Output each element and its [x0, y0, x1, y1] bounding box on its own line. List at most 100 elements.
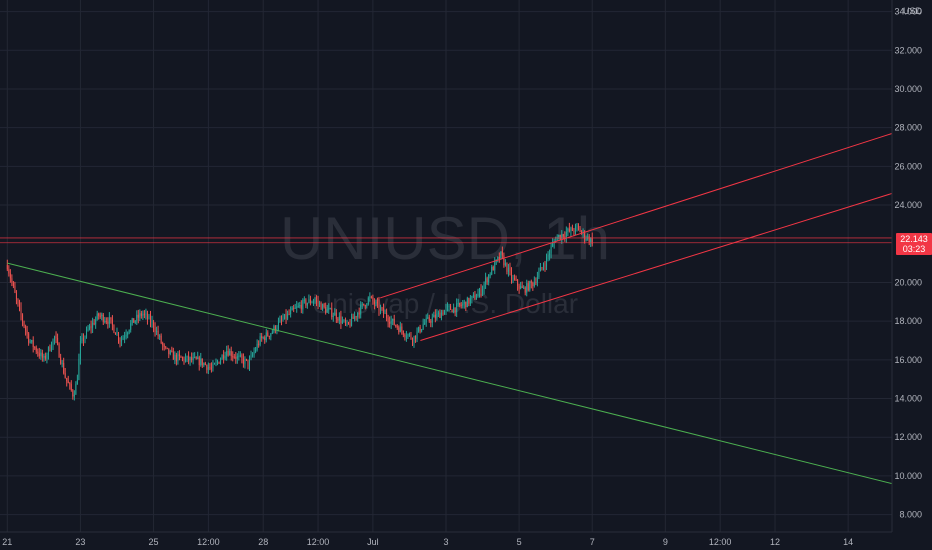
price-axis[interactable]: USD 34.000 32.000 30.000 28.000 26.000 24.000…: [891, 0, 932, 550]
candle-body: [280, 319, 282, 321]
candle-body: [582, 231, 584, 233]
candle-body: [517, 279, 519, 286]
candle-body: [483, 283, 485, 290]
channel-lower-line[interactable]: [420, 192, 893, 341]
y-tick-label: 26.000: [894, 161, 922, 171]
candle-body: [585, 238, 587, 240]
candle-body: [411, 338, 413, 343]
candle-body: [312, 301, 314, 303]
candle-body: [422, 324, 424, 330]
candle-body: [107, 321, 109, 324]
candle-body: [570, 227, 572, 232]
candle-body: [69, 383, 71, 385]
candle-body: [218, 361, 220, 364]
candle-body: [207, 367, 209, 370]
candle-body: [95, 319, 97, 325]
candle-body: [571, 227, 573, 231]
candle-body: [463, 301, 465, 304]
candle-body: [32, 340, 34, 348]
candle-body: [127, 332, 129, 335]
candle-body: [166, 347, 168, 349]
candle-body: [396, 325, 398, 328]
x-tick-label: 9: [663, 537, 668, 547]
candle-body: [124, 336, 126, 338]
watermark-subtitle: Uniswap / U.S. Dollar: [312, 288, 578, 319]
x-tick-label: 3: [443, 537, 448, 547]
candle-body: [63, 362, 65, 374]
candle-body: [480, 289, 482, 294]
candle-body: [541, 267, 543, 269]
candle-body: [105, 321, 107, 323]
candle-body: [14, 285, 16, 293]
candle-body: [296, 306, 298, 308]
candle-body: [235, 357, 237, 359]
trendline[interactable]: [7, 262, 893, 485]
candle-body: [252, 354, 254, 356]
candle-body: [143, 313, 145, 315]
candle-body: [378, 302, 380, 311]
candle-body: [226, 351, 228, 357]
candle-body: [93, 322, 95, 325]
x-tick-label: 14: [843, 537, 853, 547]
candle-body: [239, 355, 241, 357]
candle-body: [509, 267, 511, 272]
candle-body: [320, 303, 322, 310]
candle-body: [535, 282, 537, 284]
candle-body: [157, 330, 159, 336]
candle-body: [258, 343, 260, 345]
candle-body: [125, 334, 127, 337]
candle-body: [550, 246, 552, 254]
candle-body: [162, 343, 164, 346]
candle-body: [489, 274, 491, 276]
candle-body: [198, 357, 200, 366]
drawings[interactable]: [0, 133, 893, 485]
candle-body: [18, 303, 20, 308]
candle-body: [64, 373, 66, 378]
candle-body: [410, 334, 412, 339]
candle-body: [121, 339, 123, 342]
candle-body: [285, 314, 287, 319]
candle-body: [154, 327, 156, 332]
candle-body: [122, 337, 124, 340]
candle-body: [87, 329, 89, 331]
candle-body: [300, 305, 302, 310]
last-price-value: 22.143: [900, 234, 928, 244]
candle-body: [259, 336, 261, 345]
candle-body: [430, 321, 432, 323]
candle-body: [360, 305, 362, 315]
candle-body: [76, 379, 78, 385]
candle-body: [104, 321, 106, 323]
candle-body: [244, 359, 246, 364]
candle-body: [291, 307, 293, 311]
candle-body: [390, 320, 392, 324]
candle-body: [282, 319, 284, 321]
time-axis[interactable]: 21 23 25 12:00 28 12:00 Jul 3 5 7 9 12:00 12 14: [0, 531, 932, 550]
y-tick-label: 30.000: [894, 84, 922, 94]
candle-body: [279, 319, 281, 323]
channel-upper-line[interactable]: [380, 133, 893, 299]
candle-body: [370, 296, 372, 298]
candle-body: [15, 292, 17, 299]
candle-body: [475, 297, 477, 300]
x-tick-label: Jul: [367, 537, 379, 547]
candle-body: [183, 357, 185, 362]
candle-body: [287, 313, 289, 319]
candle-body: [130, 323, 132, 330]
candle-body: [421, 329, 423, 332]
candle-body: [380, 307, 382, 311]
candle-body: [249, 359, 251, 367]
candle-body: [340, 316, 342, 324]
candle-body: [84, 336, 86, 341]
candle-body: [238, 355, 240, 357]
candle-body: [346, 322, 348, 324]
candle-body: [442, 312, 444, 315]
candle-body: [436, 313, 438, 319]
candle-body: [215, 362, 217, 364]
candle-body: [486, 278, 488, 282]
candle-body: [131, 318, 133, 324]
candle-body: [482, 289, 484, 294]
candle-body: [265, 332, 267, 341]
candle-body: [230, 351, 232, 357]
